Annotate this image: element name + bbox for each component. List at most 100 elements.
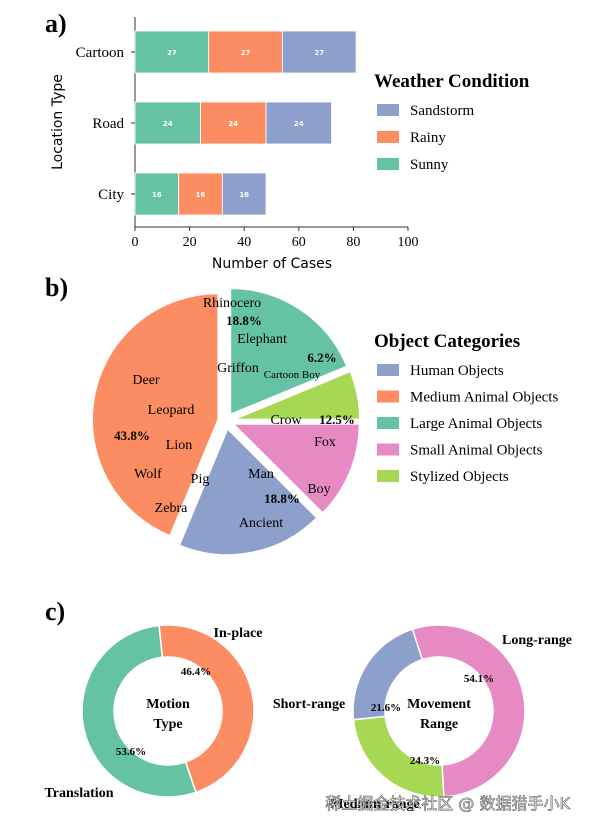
legend-label: Small Animal Objects	[410, 443, 543, 459]
pct-long-range: 54.1%	[464, 673, 494, 685]
movement-range-donut	[352, 624, 526, 798]
pie-slice-medium-animal-objects	[91, 292, 219, 537]
legend-label: Rainy	[410, 130, 446, 146]
y-tick-label: City	[98, 187, 124, 203]
label-translation: Translation	[45, 786, 114, 801]
panel-c-label: c)	[45, 597, 65, 626]
motion-center-line-1: Motion	[146, 697, 190, 712]
donut-slice-short-range	[352, 628, 424, 721]
pct-medium-range: 24.3%	[410, 755, 440, 767]
bar-value-label: 16	[196, 191, 206, 199]
legend-a: Sandstorm Rainy Sunny	[377, 103, 475, 173]
bar-road-sandstorm	[265, 101, 332, 145]
bar-city-sandstorm	[221, 172, 267, 216]
x-axis-title: Number of Cases	[212, 256, 332, 272]
bar-value-label: 24	[228, 120, 238, 128]
pct-short-range: 21.6%	[371, 702, 401, 714]
x-tick-label: 100	[398, 235, 419, 250]
legend-swatch	[377, 417, 399, 429]
legend-swatch	[377, 364, 399, 376]
panel-b-label: b)	[45, 273, 68, 302]
movement-center-line-2: Range	[420, 717, 458, 732]
legend-b: Human Objects Medium Animal Objects Large …	[377, 363, 558, 485]
legend-swatch	[377, 131, 399, 143]
pct-small: 12.5%	[319, 412, 355, 427]
y-tick-label: Cartoon	[76, 45, 125, 61]
movement-center-line-1: Movement	[407, 697, 471, 712]
legend-label: Stylized Objects	[410, 469, 509, 485]
bar-value-label: 24	[294, 120, 304, 128]
legend-swatch	[377, 443, 399, 456]
item-zebra: Zebra	[155, 501, 188, 516]
watermark: 稀土掘金技术社区 @ 数据猎手小K	[325, 794, 570, 813]
item-crow: Crow	[270, 413, 302, 428]
pct-human: 18.8%	[264, 491, 300, 506]
legend-label: Sandstorm	[410, 103, 475, 119]
panel-a-label: a)	[45, 9, 67, 38]
panel-b-pie-chart	[91, 287, 361, 556]
legend-swatch	[377, 158, 399, 170]
bar-road-sunny	[134, 101, 201, 145]
label-medium-range: Medium-range	[330, 797, 419, 812]
legend-swatch	[377, 104, 399, 116]
pct-in-place: 46.4%	[181, 666, 211, 678]
x-tick-label: 60	[292, 235, 306, 250]
item-cartoon-boy: Cartoon Boy	[264, 369, 321, 381]
bar-value-label: 24	[163, 120, 173, 128]
legend-b-title: Object Categories	[374, 331, 520, 352]
legend-a-title: Weather Condition	[374, 71, 530, 92]
legend-label: Large Animal Objects	[410, 416, 542, 432]
bar-value-label: 27	[167, 49, 177, 57]
legend-label: Medium Animal Objects	[410, 390, 558, 406]
bar-value-label: 27	[314, 49, 324, 57]
panel-a-bar-chart: 27 27 27 Cartoon 24 24 24 Road 16 16 16 City 0 20 40 60…	[76, 17, 419, 250]
x-tick-label: 80	[346, 235, 360, 250]
bar-value-label: 16	[152, 191, 162, 199]
motion-center-line-2: Type	[153, 717, 182, 732]
pie-slice-small-animal-objects	[231, 423, 361, 514]
pie-slice-large-animal-objects	[229, 287, 348, 416]
bar-value-label: 16	[239, 191, 249, 199]
donut-slice-translation	[81, 624, 197, 798]
pie-slice-stylized-objects	[233, 370, 361, 421]
donut-slice-in-place	[158, 624, 255, 794]
pie-slice-human-objects	[178, 427, 318, 556]
item-pig: Pig	[191, 472, 210, 487]
pct-stylized: 6.2%	[307, 350, 336, 365]
bar-value-label: 27	[241, 49, 251, 57]
item-man: Man	[248, 467, 274, 482]
item-griffon: Griffon	[217, 361, 259, 376]
label-short-range: Short-range	[273, 697, 345, 712]
bar-road-rainy	[200, 101, 267, 145]
pct-large: 18.8%	[226, 313, 262, 328]
pct-medium: 43.8%	[114, 428, 150, 443]
pct-translation: 53.6%	[116, 746, 146, 758]
label-in-place: In-place	[214, 626, 263, 641]
panel-b-pie-labels: Deer Leopard Lion Wolf Pig Zebra 43.8% R…	[114, 296, 355, 531]
y-tick-label: Road	[92, 116, 124, 132]
item-rhinocero: Rhinocero	[203, 296, 261, 311]
x-tick-label: 0	[132, 235, 139, 250]
donut-slice-long-range	[411, 624, 526, 798]
bar-cartoon-sandstorm	[282, 30, 357, 74]
item-fox: Fox	[314, 435, 336, 450]
legend-swatch	[377, 470, 399, 482]
item-lion: Lion	[166, 438, 192, 453]
item-boy: Boy	[307, 482, 330, 497]
bar-cartoon-rainy	[208, 30, 283, 74]
y-axis-title: Location Type	[50, 74, 66, 170]
x-tick-label: 40	[237, 235, 251, 250]
legend-label: Sunny	[410, 157, 449, 173]
legend-label: Human Objects	[410, 363, 504, 379]
item-ancient: Ancient	[239, 516, 283, 531]
item-elephant: Elephant	[237, 332, 287, 347]
item-deer: Deer	[132, 373, 160, 388]
item-leopard: Leopard	[148, 403, 195, 418]
legend-swatch	[377, 390, 399, 403]
label-long-range: Long-range	[502, 633, 572, 648]
donut-labels: Motion Type In-place 46.4% Translation 5…	[45, 626, 572, 812]
item-wolf: Wolf	[134, 467, 162, 482]
motion-type-donut	[81, 624, 255, 798]
x-tick-label: 20	[183, 235, 197, 250]
